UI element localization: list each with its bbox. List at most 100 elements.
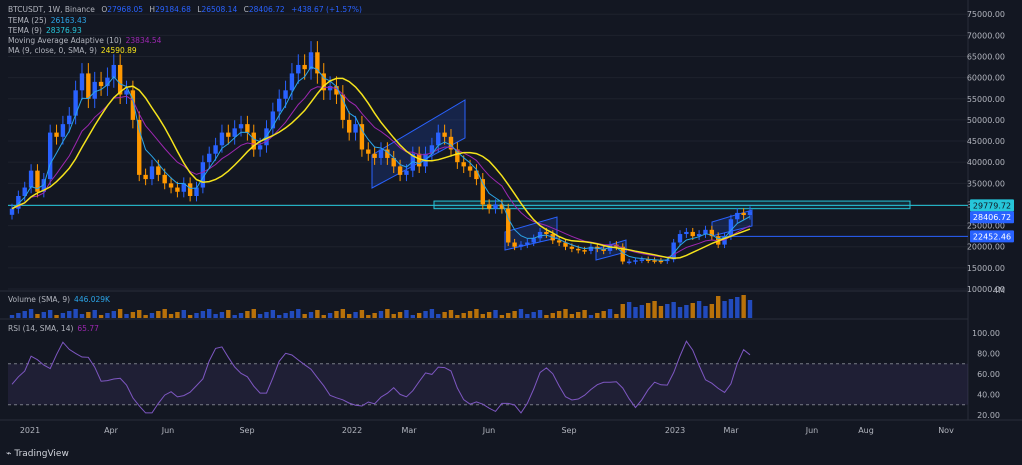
candle-body: [41, 179, 47, 192]
volume-bar: [35, 314, 40, 318]
price-tag-label: 28406.72: [973, 213, 1011, 222]
volume-bar: [658, 306, 664, 318]
candle-body: [448, 136, 454, 150]
price-tick-label: 45000.00: [967, 137, 1005, 146]
indicator-ma9[interactable]: MA (9, close, 0, SMA, 9) 24590.89: [8, 46, 141, 56]
volume-bar: [194, 313, 199, 318]
indicator-name: TEMA (25): [8, 16, 47, 25]
candle-body: [506, 208, 511, 243]
candle-body: [321, 73, 326, 91]
candle-body: [741, 212, 746, 216]
indicator-maa10[interactable]: Moving Average Adaptive (10) 23834.54: [8, 36, 165, 46]
time-tick-label: 2021: [20, 426, 40, 435]
volume-bar: [302, 314, 307, 318]
volume-bar: [28, 309, 34, 318]
volume-bar: [397, 312, 403, 318]
time-axis[interactable]: 2021 Apr Jun Sep 2022 Mar Jun Sep 2023 Mar Jun Aug N…: [20, 426, 954, 435]
candle-body: [728, 219, 734, 237]
volume-bar: [79, 314, 85, 318]
volume-bar: [556, 311, 562, 318]
indicator-tema9[interactable]: TEMA (9) 28376.93: [8, 26, 86, 36]
volume-bar: [327, 313, 333, 318]
candle-body: [340, 94, 346, 120]
volume-bar: [359, 310, 365, 318]
rsi-tick-label: 60.00: [977, 370, 1000, 379]
candle-body: [684, 231, 689, 235]
rsi-line: [11, 340, 751, 414]
candle-body: [238, 124, 244, 129]
candle-body: [525, 242, 530, 245]
volume-bar: [238, 313, 244, 318]
volume-bar: [442, 312, 447, 318]
candle-body: [168, 183, 174, 188]
candle-body: [124, 90, 129, 95]
candle-body: [28, 170, 34, 188]
change-value: +438.67 (+1.57%): [291, 5, 362, 14]
volume-legend[interactable]: Volume (SMA, 9) 446.029K: [8, 295, 114, 305]
high-label: H: [149, 5, 156, 14]
candle-body: [232, 128, 237, 137]
volume-bar: [213, 314, 218, 318]
volume-bar: [735, 297, 740, 318]
price-tick-label: 20000.00: [967, 243, 1005, 252]
candle-body: [213, 145, 218, 154]
volume-bar: [308, 312, 314, 318]
candle-body: [696, 234, 702, 237]
volume-bar: [423, 311, 428, 318]
rsi-axis[interactable]: 100.00 80.00 60.00 40.00 20.00: [972, 329, 1000, 420]
candle-body: [626, 261, 632, 264]
volume-bar: [436, 314, 441, 318]
tradingview-logo[interactable]: ⌁ TradingView: [6, 449, 69, 459]
candle-body: [493, 204, 498, 209]
candle-body: [67, 115, 72, 125]
candle-body: [334, 86, 339, 95]
volume-bar: [283, 313, 288, 318]
candle-body: [105, 77, 110, 87]
candle-body: [302, 64, 307, 70]
candle-body: [404, 170, 409, 175]
volume-bar: [474, 309, 479, 318]
volume-bar: [296, 309, 301, 318]
candle-body: [378, 149, 384, 158]
volume-bar: [98, 315, 104, 318]
volume-bar: [741, 295, 746, 318]
time-tick-label: 2023: [665, 426, 685, 435]
candle-body: [315, 52, 320, 74]
volume-bar: [270, 310, 276, 318]
open-value: 27968.05: [107, 5, 144, 14]
volume-bar: [9, 315, 15, 318]
price-tick-label: 4M: [993, 286, 1005, 295]
rsi-tick-label: 80.00: [977, 350, 1000, 359]
indicator-tema25[interactable]: TEMA (25) 26163.43: [8, 16, 91, 26]
candle-body: [474, 170, 479, 180]
candle-body: [652, 260, 657, 262]
rsi-name: RSI (14, SMA, 14): [8, 324, 74, 333]
volume-bar: [41, 312, 47, 318]
close-label: C: [243, 5, 249, 14]
candle-body: [480, 179, 485, 205]
candle-body: [385, 149, 390, 158]
volume-bar: [73, 309, 78, 318]
rsi-band: [8, 363, 968, 405]
candle-body: [601, 248, 606, 251]
price-tags: 29779.72 28406.72 22452.46: [970, 199, 1014, 243]
candle-body: [111, 64, 116, 78]
volume-bar: [168, 314, 174, 318]
candle-body: [372, 153, 377, 158]
price-axis[interactable]: 75000.00 70000.00 65000.00 60000.00 55000.00…: [967, 10, 1005, 295]
candle-body: [690, 231, 695, 237]
rsi-legend[interactable]: RSI (14, SMA, 14) 65.77: [8, 324, 103, 334]
price-tick-label: 70000.00: [967, 31, 1005, 40]
candle-body: [54, 132, 59, 137]
volume-bar: [130, 312, 136, 318]
candle-body: [486, 204, 492, 209]
candle-body: [270, 111, 276, 129]
volume-name: Volume (SMA, 9): [8, 295, 71, 304]
candle-body: [130, 90, 136, 120]
high-value: 29184.68: [155, 5, 191, 14]
volume-bar: [16, 313, 21, 318]
time-tick-label: Mar: [723, 426, 739, 435]
candle-body: [257, 145, 263, 150]
